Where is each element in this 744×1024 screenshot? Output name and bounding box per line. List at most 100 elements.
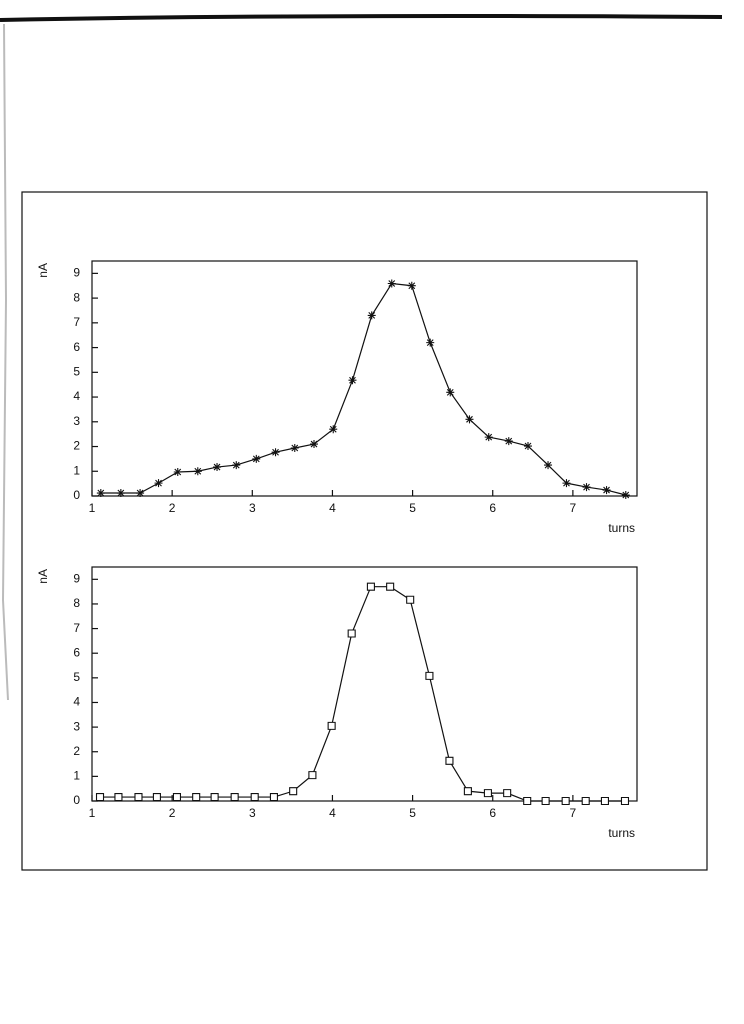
data-point <box>347 629 356 638</box>
data-point <box>366 582 375 591</box>
y-tick-label: 3 <box>73 414 80 428</box>
data-point <box>367 311 376 320</box>
data-point <box>561 796 570 806</box>
data-point <box>134 793 143 802</box>
data-point <box>308 771 317 780</box>
data-point <box>172 793 182 802</box>
x-tick-label: 4 <box>329 501 336 515</box>
data-point <box>544 461 553 470</box>
x-tick-label: 5 <box>409 806 416 820</box>
data-point <box>504 437 513 446</box>
data-point <box>386 582 395 591</box>
data-point <box>96 489 105 498</box>
data-point <box>230 793 239 802</box>
figure-frame <box>21 191 708 871</box>
data-point <box>329 425 338 434</box>
x-tick-label: 5 <box>409 501 416 515</box>
data-point <box>463 787 472 796</box>
y-tick-label: 0 <box>73 793 80 807</box>
data-point <box>348 376 357 385</box>
x-tick-label: 6 <box>489 806 496 820</box>
y-tick-label: 2 <box>73 439 80 453</box>
scan-edge <box>0 14 723 22</box>
data-point <box>232 461 241 470</box>
y-tick-label: 9 <box>73 266 80 280</box>
data-line <box>100 282 626 496</box>
data-point <box>465 415 474 424</box>
data-point <box>173 468 182 477</box>
y-tick-label: 7 <box>73 621 80 635</box>
x-tick-label: 2 <box>169 501 176 515</box>
data-point <box>213 463 222 472</box>
y-tick-label: 8 <box>73 596 80 610</box>
data-point <box>620 796 630 806</box>
x-tick-label: 2 <box>169 806 176 820</box>
y-tick-label: 1 <box>73 463 80 477</box>
y-tick-label: 6 <box>73 340 80 354</box>
data-point <box>114 793 123 802</box>
x-tick-label: 7 <box>570 806 577 820</box>
y-axis-label: nA <box>36 263 50 278</box>
x-axis-label: turns <box>608 521 635 535</box>
x-tick-label: 1 <box>89 501 96 515</box>
data-point <box>621 491 630 500</box>
y-tick-label: 9 <box>73 571 80 585</box>
data-point <box>193 467 202 476</box>
plot-frame <box>91 260 638 497</box>
data-point <box>484 433 493 442</box>
plot-frame <box>91 566 638 802</box>
y-tick-label: 6 <box>73 645 80 659</box>
data-point <box>192 793 201 802</box>
y-tick-label: 5 <box>73 364 80 378</box>
data-point <box>250 793 259 802</box>
x-tick-label: 4 <box>329 806 336 820</box>
y-tick-label: 5 <box>73 670 80 684</box>
x-tick-label: 3 <box>249 806 256 820</box>
y-tick-label: 0 <box>73 488 80 502</box>
data-point <box>271 448 280 457</box>
y-tick-label: 2 <box>73 744 80 758</box>
data-point <box>406 595 415 604</box>
data-point <box>445 756 454 765</box>
data-point <box>290 444 299 453</box>
y-tick-label: 7 <box>73 315 80 329</box>
data-point <box>210 793 219 802</box>
y-tick-label: 8 <box>73 290 80 304</box>
data-point <box>602 486 611 495</box>
data-point <box>154 479 163 488</box>
data-point <box>541 796 550 806</box>
data-point <box>116 489 125 498</box>
data-point <box>503 789 512 798</box>
data-point <box>582 483 591 492</box>
y-axis-label: nA <box>36 569 50 584</box>
data-point <box>425 671 434 680</box>
data-point <box>289 787 298 796</box>
x-tick-label: 7 <box>570 501 577 515</box>
data-point <box>95 793 105 802</box>
data-point <box>252 454 261 463</box>
data-line <box>100 586 625 802</box>
x-tick-label: 1 <box>89 806 96 820</box>
y-tick-label: 4 <box>73 389 80 403</box>
x-tick-label: 6 <box>489 501 496 515</box>
data-point <box>426 338 435 347</box>
data-point <box>523 796 532 806</box>
data-point <box>327 721 336 730</box>
data-point <box>524 442 532 451</box>
y-tick-label: 3 <box>73 719 80 733</box>
data-point <box>483 789 492 798</box>
data-point <box>136 489 145 498</box>
scan-margin <box>1 23 9 701</box>
data-point <box>407 281 416 290</box>
data-point <box>581 796 590 806</box>
data-point <box>600 796 609 806</box>
data-point <box>269 793 278 802</box>
data-point <box>387 279 396 288</box>
x-tick-label: 3 <box>249 501 256 515</box>
data-point <box>152 793 161 802</box>
data-point <box>562 479 571 488</box>
data-point <box>446 388 455 397</box>
y-tick-label: 1 <box>73 769 80 783</box>
y-tick-label: 4 <box>73 695 80 709</box>
